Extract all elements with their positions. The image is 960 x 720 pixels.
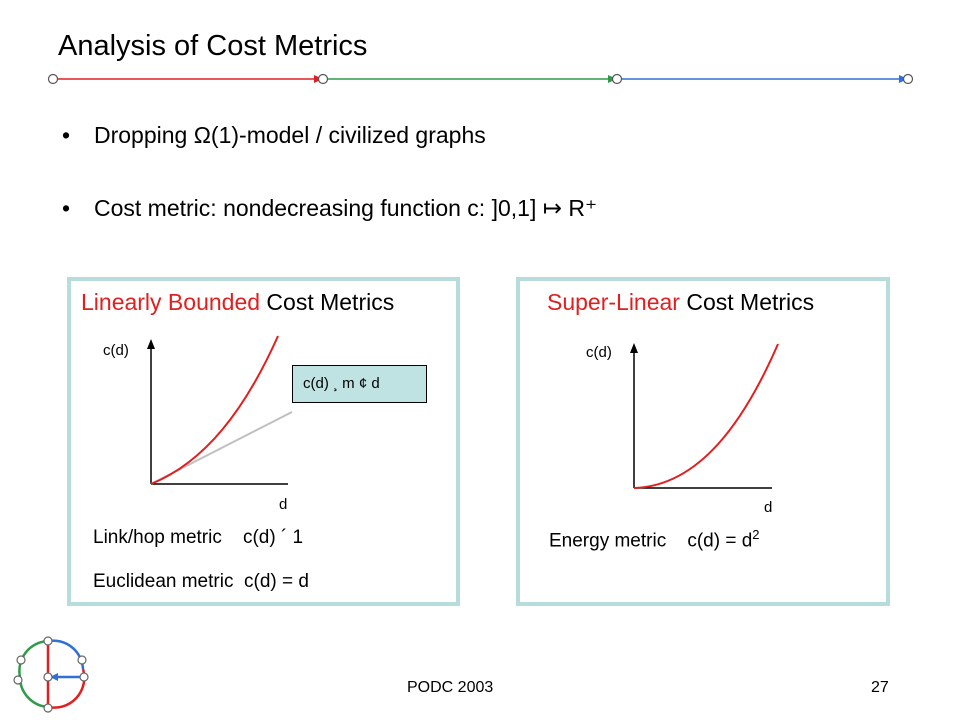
energy-metric-exponent: 2	[752, 527, 760, 542]
page-number: 27	[871, 679, 889, 696]
linear-bound-callout: c(d) ¸ m ¢ d	[292, 365, 427, 403]
bullet-item: • Cost metric: nondecreasing function c: …	[62, 195, 597, 222]
divider-node	[902, 73, 914, 85]
bullet-text: Cost metric: nondecreasing function c: ]…	[94, 195, 598, 221]
super-linear-panel	[516, 277, 890, 606]
super-linear-panel-title: Super-Linear Cost Metrics	[547, 289, 814, 316]
super-linear-panel-title-highlight: Super-Linear	[547, 289, 680, 315]
divider-node	[611, 73, 623, 85]
super-linear-panel-title-rest: Cost Metrics	[679, 289, 815, 315]
linear-panel-title-rest: Cost Metrics	[260, 289, 395, 315]
right-y-arrow	[630, 343, 638, 353]
cost-curve-left	[150, 335, 279, 485]
linear-panel-title: Linearly Bounded Cost Metrics	[81, 289, 394, 316]
link-hop-metric: Link/hop metric c(d) ´ 1	[93, 527, 304, 548]
euclidean-metric: Euclidean metric c(d) = d	[93, 571, 309, 592]
bullet-text: Dropping Ω(1)-model / civilized graphs	[94, 122, 486, 148]
left-y-arrow	[147, 339, 155, 349]
footer-conference: PODC 2003	[407, 679, 494, 696]
divider-node	[317, 73, 329, 85]
slide-title: Analysis of Cost Metrics	[58, 30, 368, 62]
left-x-axis-label: d	[279, 496, 288, 513]
bullet-marker: •	[62, 122, 71, 148]
left-y-axis-label: c(d)	[103, 342, 129, 359]
linear-panel-title-highlight: Linearly Bounded	[81, 289, 261, 315]
linear-panel	[67, 277, 460, 606]
bullet-item: • Dropping Ω(1)-model / civilized graphs	[62, 122, 486, 149]
logo-graph-icon	[13, 636, 89, 713]
right-chart	[630, 343, 779, 489]
right-y-axis-label: c(d)	[586, 344, 612, 361]
bullet-marker: •	[62, 195, 71, 221]
energy-metric-text: Energy metric c(d) = d	[549, 530, 753, 552]
divider-node	[47, 73, 59, 85]
left-chart	[147, 335, 293, 485]
right-x-axis-label: d	[764, 499, 773, 516]
energy-metric: Energy metric c(d) = d2	[549, 527, 760, 552]
cost-curve-right	[633, 343, 779, 489]
